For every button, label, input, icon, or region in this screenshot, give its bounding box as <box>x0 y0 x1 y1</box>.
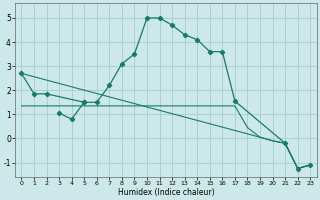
X-axis label: Humidex (Indice chaleur): Humidex (Indice chaleur) <box>117 188 214 197</box>
